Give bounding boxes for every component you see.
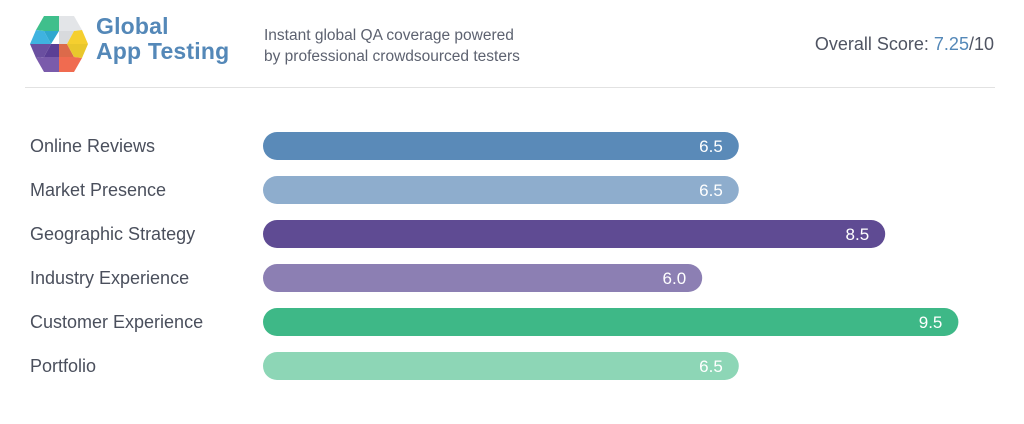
bar — [263, 220, 886, 248]
value-label: 6.5 — [699, 357, 723, 376]
bar-row: Geographic Strategy 8.5 — [30, 220, 886, 248]
value-label: 9.5 — [919, 313, 943, 332]
overall-score: Overall Score: 7.25/10 — [815, 34, 994, 55]
header: Global App Testing Instant global QA cov… — [0, 0, 1024, 88]
category-label: Industry Experience — [30, 268, 189, 288]
bar — [263, 264, 703, 292]
category-label: Online Reviews — [30, 136, 155, 156]
brand-line-1: Global — [96, 13, 169, 39]
tagline: Instant global QA coverage powered by pr… — [264, 25, 520, 67]
bar-row: Customer Experience 9.5 — [30, 308, 959, 336]
bar — [263, 308, 959, 336]
value-label: 6.5 — [699, 181, 723, 200]
hexagon-cube-logo-icon — [30, 16, 88, 72]
bar-row: Online Reviews 6.5 — [30, 132, 739, 160]
tagline-line-2: by professional crowdsourced testers — [264, 48, 520, 65]
bar — [263, 176, 739, 204]
overall-score-max: /10 — [968, 34, 994, 54]
overall-score-label: Overall Score: — [814, 34, 934, 54]
value-label: 6.0 — [663, 269, 687, 288]
category-label: Customer Experience — [30, 312, 203, 332]
brand-line-2: App Testing — [96, 38, 230, 64]
category-label: Portfolio — [30, 356, 96, 376]
bar — [263, 352, 739, 380]
bar — [263, 132, 739, 160]
value-label: 8.5 — [846, 225, 870, 244]
brand-name: Global App Testing — [96, 14, 229, 64]
header-divider — [25, 87, 995, 88]
bar-row: Industry Experience 6.0 — [30, 264, 703, 292]
overall-score-value: 7.25 — [933, 34, 969, 54]
bar-row: Market Presence 6.5 — [30, 176, 739, 204]
value-label: 6.5 — [699, 137, 723, 156]
category-label: Geographic Strategy — [30, 224, 195, 244]
tagline-line-1: Instant global QA coverage powered — [264, 27, 514, 44]
bar-row: Portfolio 6.5 — [30, 352, 739, 380]
category-label: Market Presence — [30, 180, 166, 200]
